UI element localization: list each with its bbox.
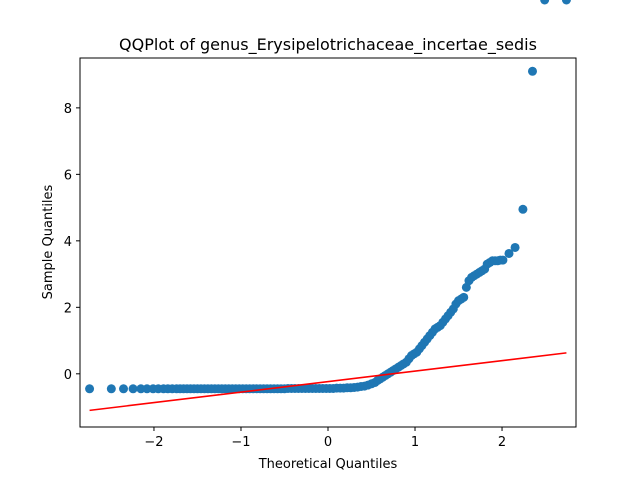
x-axis-label: Theoretical Quantiles <box>258 457 398 472</box>
y-axis-label: Sample Quantiles <box>41 184 56 299</box>
reference-line <box>89 352 567 412</box>
x-tick-label: −2 <box>144 435 163 450</box>
x-tick-label: 1 <box>411 435 419 450</box>
x-tick-label: −1 <box>231 435 250 450</box>
data-point <box>119 384 129 394</box>
y-tick-label: 4 <box>64 235 72 250</box>
data-point <box>540 0 550 5</box>
data-point <box>527 66 537 76</box>
plot-area <box>85 0 571 412</box>
data-point <box>518 204 528 214</box>
x-tick-label: 0 <box>324 435 332 450</box>
data-point <box>561 0 571 5</box>
y-tick-label: 8 <box>64 102 72 117</box>
data-point <box>498 255 508 265</box>
data-point <box>510 242 520 252</box>
y-tick-label: 0 <box>64 368 72 383</box>
x-tick-label: 2 <box>498 435 506 450</box>
x-axis: −2 −1 0 1 2 <box>144 427 506 450</box>
data-point <box>504 248 514 258</box>
data-point <box>106 384 116 394</box>
data-point <box>128 384 138 394</box>
chart-title: QQPlot of genus_Erysipelotrichaceae_ince… <box>119 35 537 55</box>
y-tick-label: 2 <box>64 301 72 316</box>
y-axis: 0 2 4 6 8 <box>64 102 80 383</box>
y-tick-label: 6 <box>64 168 72 183</box>
data-point <box>85 384 95 394</box>
data-point <box>459 292 469 302</box>
